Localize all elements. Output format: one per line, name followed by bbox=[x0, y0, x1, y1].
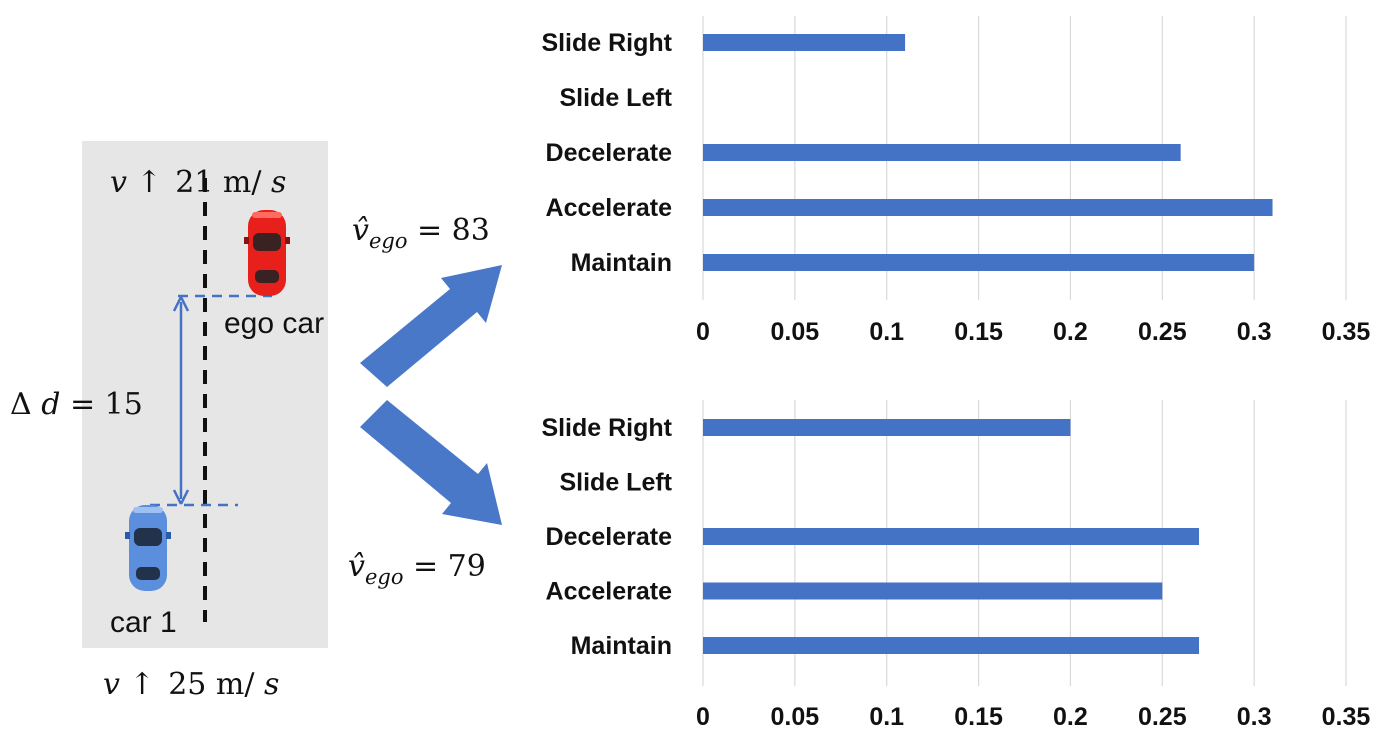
chart-bottom: 0 0.05 0.1 0.15 0.2 0.25 0.3 0.35 Slide Right Sli… bbox=[541, 400, 1370, 731]
bar bbox=[703, 528, 1200, 545]
bar bbox=[703, 199, 1273, 216]
arrow-to-top-chart-icon bbox=[360, 265, 502, 387]
category-label: Accelerate bbox=[546, 578, 673, 606]
bar bbox=[703, 637, 1200, 654]
category-label: Decelerate bbox=[546, 523, 673, 551]
x-tick-label: 0.2 bbox=[1053, 703, 1088, 731]
x-tick-label: 0.15 bbox=[954, 703, 1003, 731]
road-scene: v ↑ 21 m/ s v ↑ 25 m/ s Δ d = 15 ego car… bbox=[10, 141, 328, 702]
x-tick-label: 0.35 bbox=[1322, 318, 1371, 346]
car1-icon bbox=[125, 505, 171, 591]
ego-car-label: ego car bbox=[224, 307, 324, 340]
category-label: Decelerate bbox=[546, 139, 673, 167]
bar bbox=[703, 144, 1181, 161]
x-tick-label: 0.1 bbox=[869, 318, 904, 346]
arrow-to-bottom-chart-icon bbox=[360, 400, 502, 525]
category-label: Accelerate bbox=[546, 194, 673, 222]
x-tick-label: 0 bbox=[696, 703, 710, 731]
category-label: Slide Right bbox=[541, 29, 672, 57]
x-tick-label: 0.25 bbox=[1138, 703, 1187, 731]
category-label: Maintain bbox=[571, 249, 672, 277]
top-velocity-label: v ↑ 21 m/ s bbox=[110, 165, 286, 200]
bar bbox=[703, 582, 1163, 600]
category-label: Slide Right bbox=[541, 414, 672, 442]
bottom-velocity-label: v ↑ 25 m/ s bbox=[103, 667, 279, 702]
bar bbox=[703, 254, 1255, 271]
ego-car-icon bbox=[244, 210, 290, 296]
x-tick-label: 0 bbox=[696, 318, 710, 346]
x-tick-label: 0.25 bbox=[1138, 318, 1187, 346]
x-tick-label: 0.2 bbox=[1053, 318, 1088, 346]
x-tick-label: 0.05 bbox=[771, 318, 820, 346]
v-hat-top-label: v̂ego = 83 bbox=[352, 213, 490, 253]
v-hat-bottom-label: v̂ego = 79 bbox=[348, 549, 486, 589]
x-tick-label: 0.3 bbox=[1237, 318, 1272, 346]
x-tick-label: 0.35 bbox=[1322, 703, 1371, 731]
distance-arrow bbox=[172, 296, 190, 505]
chart-top: 0 0.05 0.1 0.15 0.2 0.25 0.3 0.35 Slide Right Sli… bbox=[541, 16, 1370, 346]
distance-label: Δ d = 15 bbox=[10, 387, 143, 422]
x-tick-label: 0.05 bbox=[771, 703, 820, 731]
car1-label: car 1 bbox=[110, 606, 177, 639]
bar bbox=[703, 34, 906, 51]
category-label: Slide Left bbox=[559, 469, 672, 497]
category-label: Maintain bbox=[571, 632, 672, 660]
x-tick-label: 0.15 bbox=[954, 318, 1003, 346]
x-tick-label: 0.1 bbox=[869, 703, 904, 731]
category-label: Slide Left bbox=[559, 84, 672, 112]
bar bbox=[703, 419, 1071, 436]
x-tick-label: 0.3 bbox=[1237, 703, 1272, 731]
